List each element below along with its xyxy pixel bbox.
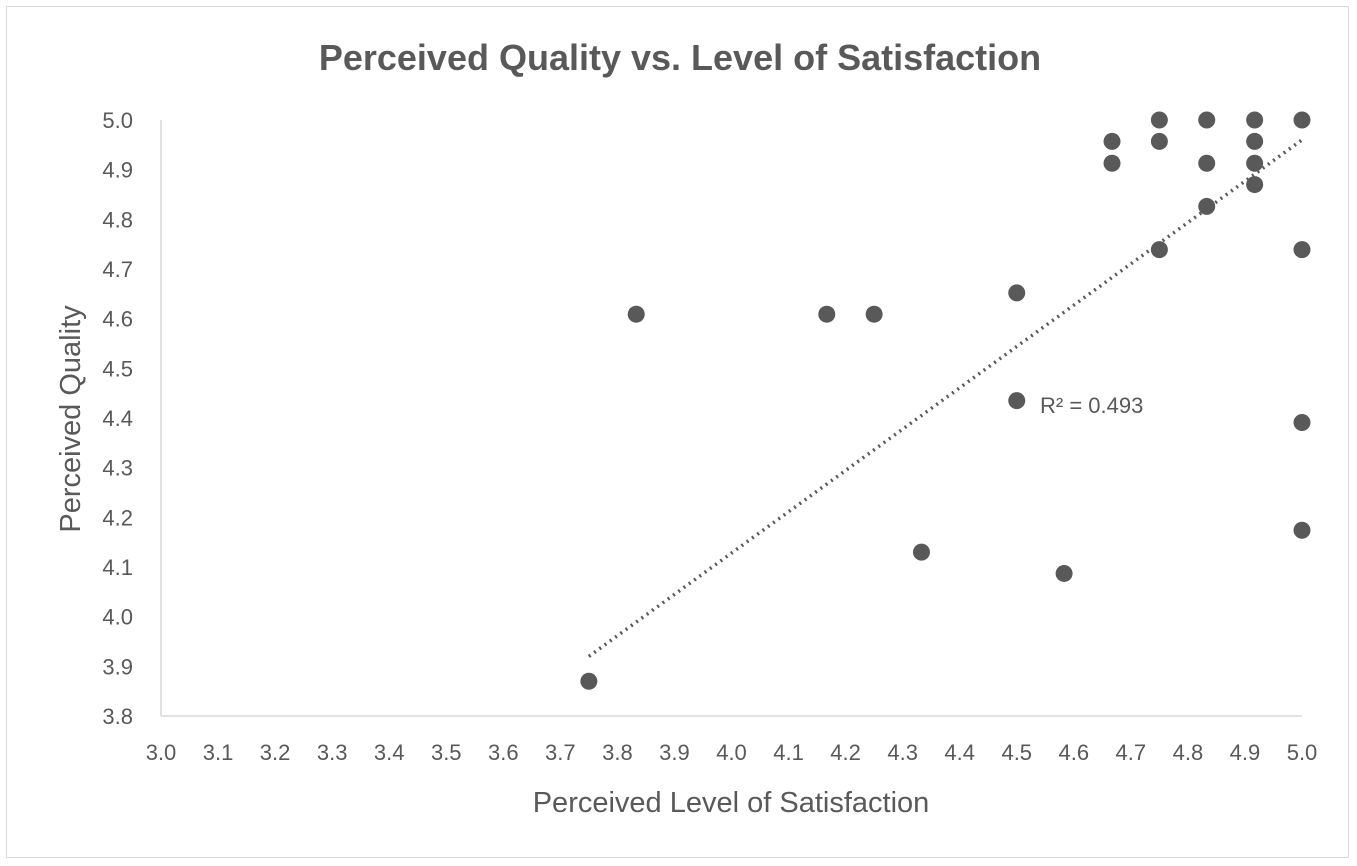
y-tick-label: 4.1 bbox=[102, 555, 133, 580]
data-point bbox=[912, 543, 930, 561]
y-tick-label: 4.5 bbox=[102, 356, 133, 381]
data-point bbox=[1293, 111, 1311, 129]
y-tick-label: 4.0 bbox=[102, 605, 133, 630]
x-tick-label: 4.0 bbox=[716, 740, 747, 765]
data-point bbox=[1055, 564, 1073, 582]
x-tick-label: 4.9 bbox=[1230, 740, 1261, 765]
trendline bbox=[587, 138, 1304, 658]
data-point bbox=[865, 305, 883, 323]
y-tick-label: 5.0 bbox=[102, 108, 133, 133]
y-tick-labels: 3.8 3.9 4.0 4.1 4.2 4.3 4.4 4.5 4.6 4.7 4.8 4.9 5.0 bbox=[102, 108, 133, 729]
data-point bbox=[1198, 154, 1216, 172]
data-point bbox=[1246, 154, 1264, 172]
x-tick-label: 4.3 bbox=[887, 740, 918, 765]
x-tick-label: 4.1 bbox=[773, 740, 804, 765]
r-squared-label: R² = 0.493 bbox=[1040, 393, 1143, 418]
data-point bbox=[1103, 132, 1121, 150]
x-tick-label: 3.6 bbox=[488, 740, 519, 765]
data-points bbox=[580, 111, 1311, 690]
y-tick-label: 4.7 bbox=[102, 257, 133, 282]
data-point bbox=[1008, 284, 1026, 302]
data-point bbox=[1150, 111, 1168, 129]
x-tick-label: 3.8 bbox=[602, 740, 633, 765]
y-axis-title: Perceived Quality bbox=[55, 305, 87, 533]
data-point bbox=[1293, 241, 1311, 259]
x-tick-label: 4.4 bbox=[944, 740, 975, 765]
data-point bbox=[1246, 132, 1264, 150]
x-tick-label: 3.1 bbox=[203, 740, 234, 765]
chart-title: Perceived Quality vs. Level of Satisfact… bbox=[319, 37, 1041, 78]
x-tick-label: 4.6 bbox=[1059, 740, 1090, 765]
y-tick-label: 4.9 bbox=[102, 158, 133, 183]
x-tick-label: 3.7 bbox=[545, 740, 576, 765]
x-tick-label: 5.0 bbox=[1287, 740, 1318, 765]
data-point bbox=[1198, 111, 1216, 129]
data-point bbox=[818, 305, 836, 323]
data-point bbox=[1103, 154, 1121, 172]
x-tick-label: 3.0 bbox=[146, 740, 177, 765]
x-tick-label: 3.9 bbox=[659, 740, 690, 765]
y-tick-label: 4.8 bbox=[102, 207, 133, 232]
data-point bbox=[580, 672, 598, 690]
data-point bbox=[1246, 176, 1264, 194]
data-point bbox=[1293, 521, 1311, 539]
x-tick-label: 3.2 bbox=[260, 740, 291, 765]
x-tick-label: 3.4 bbox=[374, 740, 405, 765]
x-tick-label: 3.5 bbox=[431, 740, 462, 765]
x-axis-title: Perceived Level of Satisfaction bbox=[533, 787, 930, 819]
y-tick-label: 3.9 bbox=[102, 654, 133, 679]
data-point bbox=[1198, 197, 1216, 215]
y-tick-label: 4.4 bbox=[102, 406, 133, 431]
data-point bbox=[1008, 392, 1026, 410]
y-tick-label: 4.2 bbox=[102, 505, 133, 530]
data-point bbox=[1293, 413, 1311, 431]
data-point bbox=[1150, 132, 1168, 150]
x-tick-label: 4.2 bbox=[830, 740, 861, 765]
x-tick-label: 4.8 bbox=[1173, 740, 1204, 765]
x-tick-label: 4.7 bbox=[1116, 740, 1147, 765]
trendline-group bbox=[587, 138, 1304, 658]
y-tick-label: 3.8 bbox=[102, 704, 133, 729]
x-tick-label: 3.3 bbox=[317, 740, 348, 765]
data-point bbox=[627, 305, 645, 323]
y-tick-label: 4.3 bbox=[102, 456, 133, 481]
data-point bbox=[1150, 241, 1168, 259]
y-tick-label: 4.6 bbox=[102, 307, 133, 332]
data-point bbox=[1246, 111, 1264, 129]
x-tick-labels: 3.0 3.1 3.2 3.3 3.4 3.5 3.6 3.7 3.8 3.9 4.0 4.1 4.2 4… bbox=[146, 740, 1318, 765]
x-tick-label: 4.5 bbox=[1001, 740, 1032, 765]
